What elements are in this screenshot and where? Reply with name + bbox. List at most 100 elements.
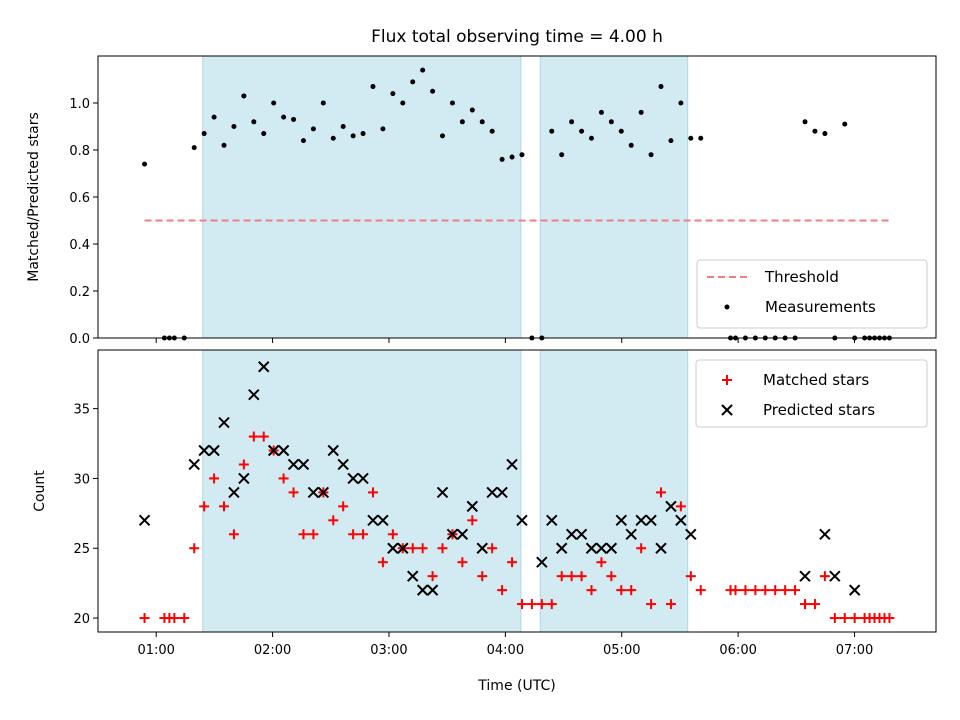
matched-star-point xyxy=(626,585,637,596)
matched-star-point xyxy=(367,487,378,498)
top-y-tick-label: 1.0 xyxy=(69,97,90,112)
matched-star-point xyxy=(536,599,547,610)
predicted-star-point xyxy=(555,542,568,554)
matched-star-point xyxy=(228,529,239,540)
predicted-star-point xyxy=(198,444,210,457)
measurement-point xyxy=(668,138,674,144)
matched-star-point xyxy=(377,557,388,568)
measurement-point xyxy=(658,84,664,90)
matched-star-point xyxy=(139,613,150,624)
matched-star-point xyxy=(526,599,537,610)
measurement-point xyxy=(479,119,485,125)
matched-star-point xyxy=(427,571,438,582)
measurement-point xyxy=(251,119,257,125)
predicted-star-point xyxy=(685,528,697,540)
measurement-point xyxy=(410,79,416,85)
measurement-point xyxy=(241,93,247,99)
matched-star-point xyxy=(189,543,200,554)
measurement-point xyxy=(509,154,515,160)
matched-star-point xyxy=(417,543,428,554)
measurement-point xyxy=(588,135,594,141)
matched-star-point xyxy=(780,585,791,596)
predicted-star-point xyxy=(387,542,399,554)
predicted-star-point xyxy=(367,514,379,527)
x-tick-label: 06:00 xyxy=(719,643,756,658)
matched-star-point xyxy=(288,487,299,498)
predicted-star-point xyxy=(446,528,459,540)
matched-star-point xyxy=(179,613,190,624)
bottom-legend: Matched stars Predicted stars xyxy=(695,359,928,428)
measurement-point xyxy=(822,131,828,137)
matched-star-point xyxy=(849,613,860,624)
matched-star-point xyxy=(790,585,801,596)
predicted-star-point xyxy=(228,486,240,499)
predicted-star-point xyxy=(476,542,488,554)
measurement-point xyxy=(281,114,287,120)
measurement-point xyxy=(842,121,848,127)
matched-star-point xyxy=(576,571,587,582)
matched-star-point xyxy=(238,459,249,470)
matched-star-point xyxy=(665,599,676,610)
measurement-point xyxy=(499,156,505,162)
matched-star-point xyxy=(740,585,751,596)
x-tick-label: 04:00 xyxy=(487,643,524,658)
predicted-star-point xyxy=(496,486,508,499)
predicted-star-point xyxy=(297,458,310,471)
top-y-tick-label: 0.0 xyxy=(69,332,90,347)
matched-star-point xyxy=(760,585,771,596)
measurement-point xyxy=(569,119,575,125)
matched-star-point xyxy=(407,543,418,554)
predicted-star-point xyxy=(377,514,389,527)
matched-star-point xyxy=(695,585,706,596)
predicted-star-point xyxy=(456,528,469,540)
matched-star-point xyxy=(884,613,895,624)
predicted-star-point xyxy=(238,472,250,485)
measurement-point xyxy=(420,67,426,73)
measurement-point xyxy=(618,128,624,134)
predicted-star-point xyxy=(307,486,320,499)
matched-star-point xyxy=(546,599,557,610)
matched-star-point xyxy=(497,585,508,596)
bottom-highlight-bands xyxy=(202,349,689,633)
predicted-star-point xyxy=(516,514,528,527)
highlight-band-top-1 xyxy=(539,55,689,339)
matched-star-point xyxy=(556,571,567,582)
measurement-point xyxy=(440,133,446,139)
measurement-point xyxy=(430,88,436,94)
predicted-star-point xyxy=(317,486,330,499)
matched-star-point xyxy=(278,473,289,484)
x-tick-label: 05:00 xyxy=(603,643,640,658)
measurement-point xyxy=(221,142,227,148)
matched-star-point xyxy=(298,529,309,540)
bottom-y-tick-label: 25 xyxy=(73,542,90,557)
predicted-star-point xyxy=(645,514,657,527)
top-y-axis-label: Matched/Predicted stars xyxy=(26,112,42,282)
legend-matched-swatch xyxy=(722,375,732,385)
matched-star-point xyxy=(219,501,230,512)
measurement-point xyxy=(330,135,336,141)
matched-star-point xyxy=(199,501,210,512)
measurement-point xyxy=(688,135,694,141)
matched-star-point xyxy=(467,515,478,526)
predicted-star-point xyxy=(655,542,667,554)
matched-star-point xyxy=(656,487,667,498)
measurement-point xyxy=(579,128,585,134)
bottom-panel: 20 25 30 35 01:00 02:00 03:00 04:00 05:00 06:00 07… xyxy=(32,349,937,694)
matched-star-point xyxy=(636,543,647,554)
matched-star-point xyxy=(248,431,259,442)
matched-star-point xyxy=(358,529,369,540)
matched-star-point xyxy=(646,599,657,610)
matched-star-point xyxy=(387,529,398,540)
measurement-point xyxy=(201,131,207,137)
predicted-star-point xyxy=(819,528,831,540)
matched-star-point xyxy=(819,571,830,582)
top-y-tick-label: 0.6 xyxy=(69,191,90,206)
matched-star-point xyxy=(566,571,577,582)
predicted-star-point xyxy=(615,514,627,527)
matched-star-point xyxy=(730,585,741,596)
matched-star-point xyxy=(829,613,840,624)
measurement-point xyxy=(628,142,634,148)
top-y-tick-label: 0.2 xyxy=(69,285,90,300)
top-y-tick-label: 0.4 xyxy=(69,238,90,253)
